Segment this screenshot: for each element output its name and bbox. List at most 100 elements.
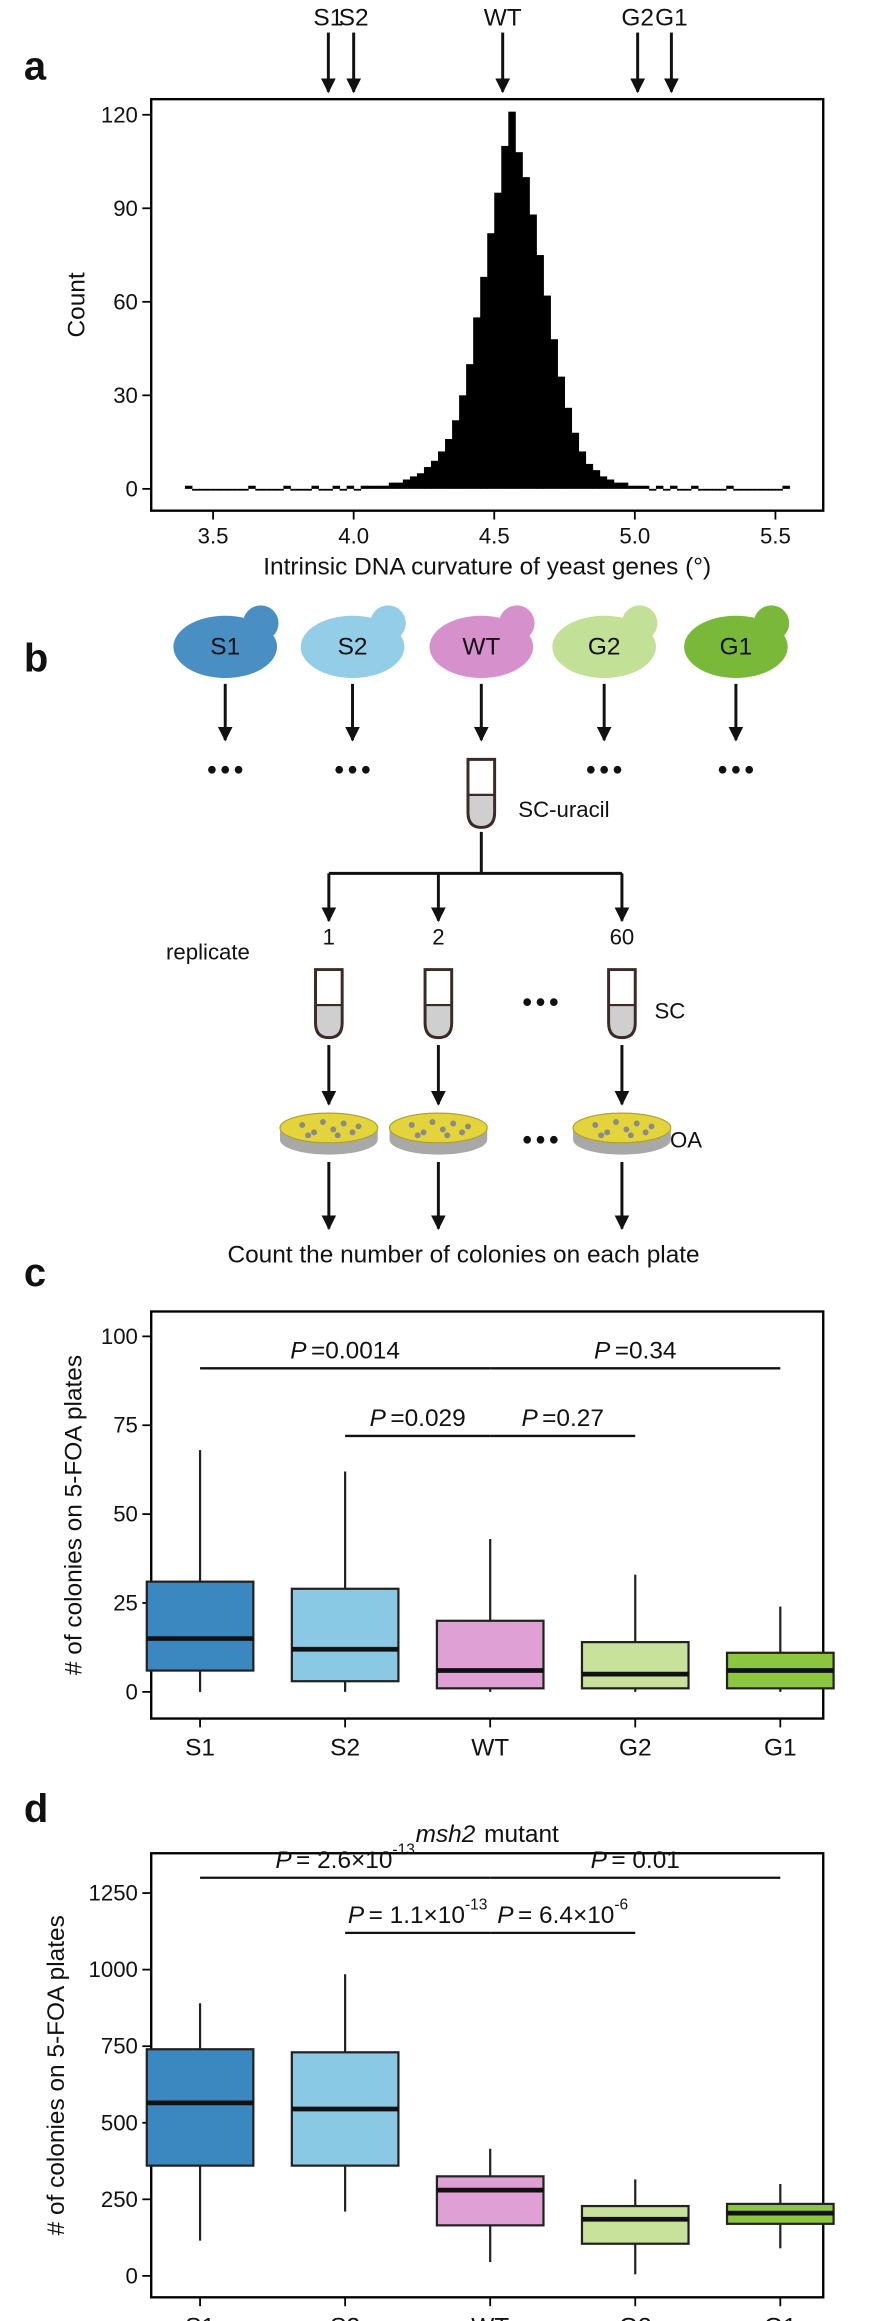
histogram-bar [698,488,706,491]
p-symbol: P [521,1405,538,1432]
plate [388,1112,488,1144]
significance-label: P = 0.01 [591,1846,680,1873]
plot-frame [150,1310,825,1720]
medium-label: SC-uracil [518,797,609,822]
histogram-bar [297,488,305,491]
histogram-bar [346,485,355,489]
histogram-bar [677,488,685,491]
histogram-bar [648,488,657,491]
histogram-bar [332,485,341,489]
colony [439,1126,446,1133]
histogram-bar [438,451,446,489]
colony [623,1126,630,1133]
colony [330,1126,337,1133]
histogram-bar [536,255,544,489]
panel-label: c [24,1251,46,1295]
colony [613,1119,619,1125]
colony [349,1129,356,1136]
p-value: = 2.6×10 [296,1846,392,1873]
histogram-bar [613,482,622,489]
y-tick-label: 60 [113,289,138,314]
colony [305,1132,312,1139]
box [435,2175,545,2227]
x-tick-label: S2 [330,1735,360,1762]
histogram-bar [775,488,783,491]
histogram-bar [522,177,530,489]
tube-liquid [315,1005,343,1038]
histogram-bar [388,482,397,489]
histogram-bar [641,485,650,489]
y-tick-label: 250 [101,2187,138,2212]
y-axis-title: # of colonies on 5-FOA plates [61,1355,88,1675]
caption: Count the number of colonies on each pla… [227,1242,699,1269]
y-tick-label: 750 [101,2034,138,2059]
p-value: = 1.1×10 [369,1902,465,1929]
histogram-bar [184,485,193,489]
significance-label: P = 6.4×10-6 [497,1896,628,1928]
x-tick-label: S1 [185,2313,215,2321]
histogram-bar [592,470,601,489]
replicate-number: 60 [610,924,635,949]
p-symbol: P [275,1846,292,1873]
ellipsis-dot [361,765,370,774]
yeast-cell [552,615,656,678]
replicate-number: 1 [323,924,335,949]
x-tick-label: 4.5 [479,523,510,548]
ellipsis-dot [221,765,230,774]
histogram-bar [220,488,228,491]
significance-label: P = 1.1×10-13 [348,1896,488,1928]
histogram-bar [452,420,460,489]
histogram-bar [684,488,692,491]
histogram-bar [669,485,678,489]
strain-label: G1 [720,633,753,660]
histogram-bar [395,482,404,489]
p-value: =0.27 [542,1405,604,1432]
histogram-bar [466,364,474,489]
histogram-bar [241,488,249,491]
marker-label: S1 [313,4,343,31]
yeast-cell [684,615,788,678]
plot-frame [150,97,825,512]
histogram-bar [550,339,558,489]
tube-liquid [467,794,495,828]
histogram-bar [543,295,551,489]
histogram-bar [311,485,319,489]
x-tick-label: WT [471,2313,509,2321]
ellipsis-dot [536,1135,545,1144]
p-value: =0.0014 [311,1337,400,1364]
histogram-bar [627,485,636,489]
histogram-bar [740,488,748,491]
x-tick-label: WT [471,1735,509,1762]
replicate-label: replicate [166,939,250,964]
p-symbol: P [591,1846,608,1873]
replicate-number: 2 [432,924,444,949]
box [580,2204,690,2245]
histogram-bar [747,488,755,491]
p-value: =0.34 [615,1337,677,1364]
strain-label: G2 [588,633,621,660]
y-tick-label: 90 [113,196,138,221]
y-tick-label: 500 [101,2110,138,2135]
ellipsis-dot [523,1135,532,1144]
histogram-bar [733,488,741,491]
ellipsis-dot [523,998,532,1006]
histogram-bar [529,214,537,489]
colony [420,1129,427,1136]
plate [279,1112,379,1144]
marker-label: G2 [621,4,654,31]
histogram-bar [374,485,383,489]
histogram-bar [325,488,334,491]
histogram-bar [206,488,214,491]
histogram-bar [213,488,221,491]
significance-label: P =0.0014 [290,1337,400,1364]
p-symbol: P [290,1337,307,1364]
histogram-bar [515,152,523,489]
histogram-bar [473,317,481,489]
tube [607,968,637,1040]
p-symbol: P [370,1405,387,1432]
x-tick-label: G2 [619,1735,652,1762]
title-rest: mutant [484,1821,559,1848]
histogram-bar [430,460,439,489]
histogram-bar [655,485,664,489]
